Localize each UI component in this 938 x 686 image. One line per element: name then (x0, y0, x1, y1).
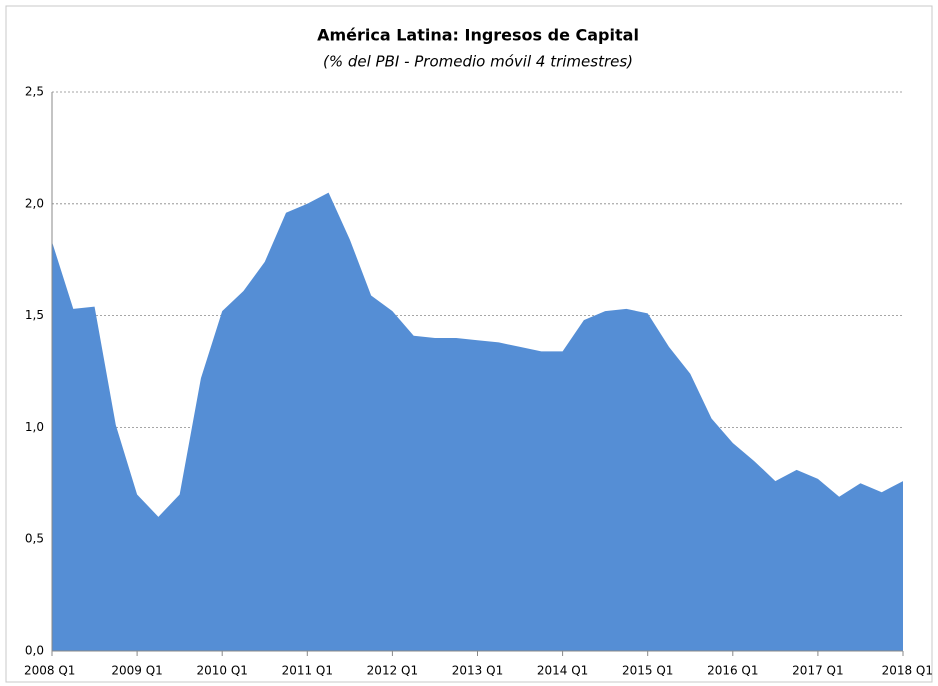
y-tick-label: 2,5 (25, 85, 44, 99)
y-tick-label: 2,0 (25, 196, 44, 210)
x-tick-label: 2014 Q1 (537, 664, 588, 678)
x-tick-label: 2009 Q1 (111, 664, 162, 678)
y-tick-label: 1,5 (25, 308, 44, 322)
y-tick-label: 0,0 (25, 644, 44, 658)
x-tick-label: 2013 Q1 (452, 664, 503, 678)
x-tick-label: 2016 Q1 (707, 664, 758, 678)
area (52, 192, 903, 651)
x-tick-label: 2012 Q1 (367, 664, 418, 678)
x-tick-label: 2015 Q1 (622, 664, 673, 678)
y-tick-label: 0,5 (25, 532, 44, 546)
chart-title: América Latina: Ingresos de Capital (317, 26, 639, 45)
x-tick-label: 2011 Q1 (282, 664, 333, 678)
x-tick-label: 2018 Q1 (882, 664, 933, 678)
chart-subtitle: (% del PBI - Promedio móvil 4 trimestres… (323, 53, 633, 71)
x-tick-label: 2008 Q1 (24, 664, 75, 678)
x-tick-label: 2010 Q1 (196, 664, 247, 678)
y-tick-label: 1,0 (25, 420, 44, 434)
x-tick-label: 2017 Q1 (792, 664, 843, 678)
